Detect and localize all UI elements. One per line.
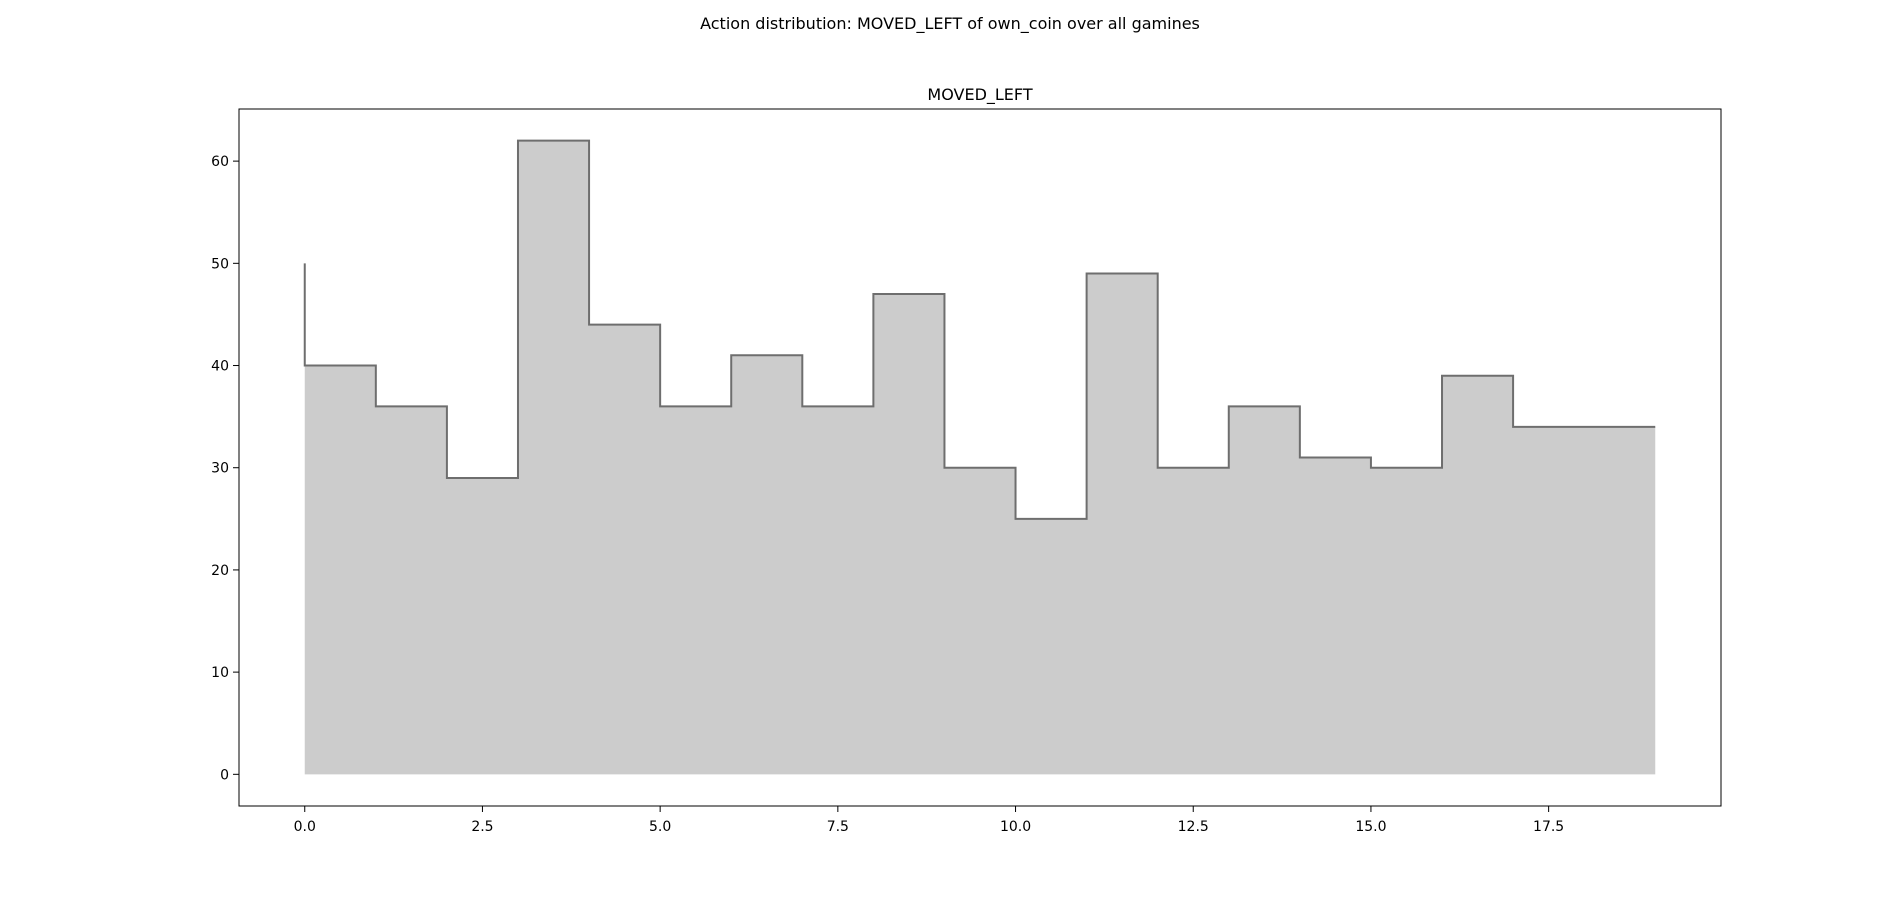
plot-frame (238, 108, 1722, 807)
x-tick-label: 10.0 (1000, 819, 1031, 835)
series-line (303, 139, 1656, 520)
plot-title: MOVED_LEFT (927, 85, 1032, 105)
y-tick-label: 50 (211, 256, 229, 272)
y-tick-label: 40 (211, 359, 229, 375)
y-tick-label: 60 (211, 154, 229, 170)
y-tick-label: 20 (211, 563, 229, 579)
line-layer (303, 139, 1656, 520)
x-tick-label: 17.5 (1533, 819, 1564, 835)
y-axis: 0 10 20 30 40 50 60 (211, 154, 239, 783)
figure-title: Action distribution: MOVED_LEFT of own_c… (700, 14, 1200, 33)
x-tick-label: 2.5 (471, 819, 493, 835)
x-tick-label: 12.5 (1178, 819, 1209, 835)
x-tick-label: 7.5 (827, 819, 849, 835)
y-tick-label: 10 (211, 665, 229, 681)
x-tick-label: 5.0 (649, 819, 671, 835)
series-area (304, 140, 1656, 775)
x-tick-label: 15.0 (1355, 819, 1386, 835)
x-tick-label: 0.0 (294, 819, 316, 835)
x-axis: 0.0 2.5 5.0 7.5 10.0 12.5 15.0 17.5 (294, 806, 1564, 835)
y-tick-label: 0 (220, 767, 229, 783)
area-layer (304, 140, 1656, 775)
y-tick-label: 30 (211, 461, 229, 477)
